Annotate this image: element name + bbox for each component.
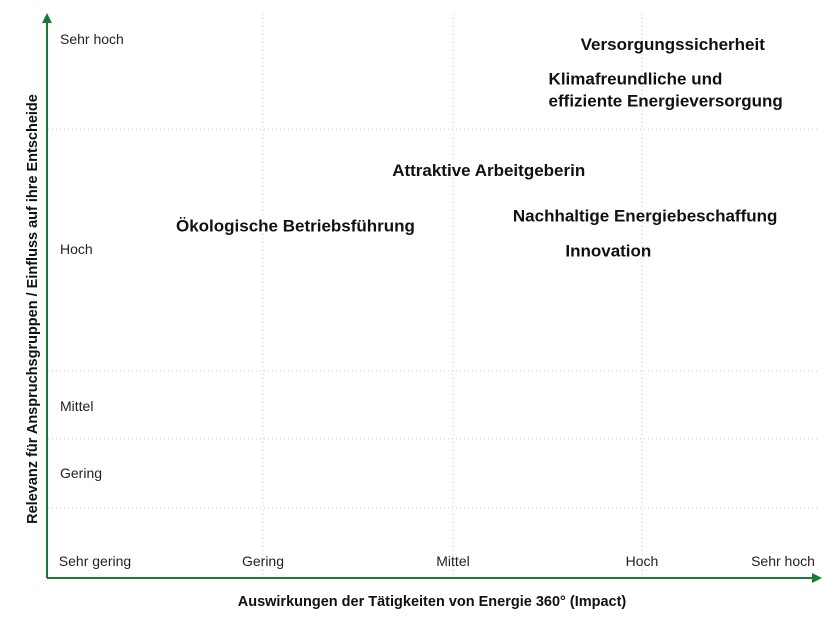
x-axis-title: Auswirkungen der Tätigkeiten von Energie… — [238, 594, 627, 610]
y-tick-labels: Sehr hoch Hoch Mittel Gering — [60, 31, 124, 481]
x-tick-label: Sehr gering — [59, 553, 131, 569]
topic-labels: Versorgungssicherheit Klimafreundliche un… — [176, 35, 783, 260]
y-tick-label: Gering — [60, 465, 102, 481]
x-tick-labels: Sehr gering Gering Mittel Hoch Sehr hoch — [59, 553, 815, 569]
topic-label-line: Innovation — [565, 242, 651, 261]
axes — [42, 13, 822, 583]
x-tick-label: Hoch — [626, 553, 659, 569]
y-tick-label: Mittel — [60, 398, 93, 414]
topic-label-line: Versorgungssicherheit — [581, 35, 766, 54]
topic-label: Versorgungssicherheit — [581, 35, 766, 54]
y-axis-title: Relevanz für Anspruchsgruppen / Einfluss… — [25, 94, 41, 524]
x-tick-label: Gering — [242, 553, 284, 569]
topic-label-line: Klimafreundliche und — [549, 70, 723, 89]
y-tick-label: Sehr hoch — [60, 31, 124, 47]
topic-label-line: Ökologische Betriebsführung — [176, 217, 415, 236]
grid-lines — [48, 14, 820, 577]
topic-label-line: effiziente Energieversorgung — [549, 92, 783, 111]
x-tick-label: Mittel — [436, 553, 469, 569]
topic-label-line: Attraktive Arbeitgeberin — [392, 161, 585, 180]
y-axis-arrow — [42, 13, 52, 23]
topic-label: Klimafreundliche und effiziente Energieve… — [549, 70, 783, 111]
topic-label: Innovation — [565, 242, 651, 261]
topic-label: Ökologische Betriebsführung — [176, 217, 415, 236]
topic-label: Nachhaltige Energiebeschaffung — [513, 206, 778, 225]
x-axis-arrow — [812, 573, 822, 583]
topic-label: Attraktive Arbeitgeberin — [392, 161, 585, 180]
x-tick-label: Sehr hoch — [751, 553, 815, 569]
y-tick-label: Hoch — [60, 241, 93, 257]
topic-label-line: Nachhaltige Energiebeschaffung — [513, 206, 778, 225]
